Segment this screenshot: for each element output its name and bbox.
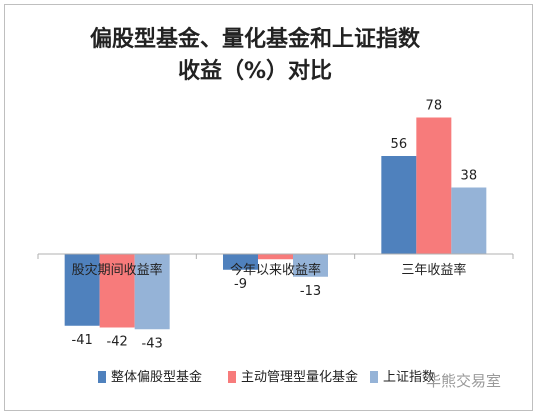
legend-swatch	[228, 371, 236, 383]
watermark-text: 华熊交易室	[426, 372, 501, 390]
legend: 整体偏股型基金 主动管理型量化基金 上证指数	[98, 369, 435, 385]
legend-label: 整体偏股型基金	[111, 369, 202, 385]
chart-title-line-1: 偏股型基金、量化基金和上证指数	[90, 26, 421, 52]
data-label: -9	[234, 277, 247, 292]
data-label: 38	[461, 169, 478, 184]
data-label: -43	[142, 336, 163, 351]
data-labels-group: -41 -42 -43 -9 -13 56 78 38	[72, 99, 478, 352]
chart-title-line-2: 收益（%）对比	[178, 58, 332, 84]
bar-2-cat-1	[99, 254, 135, 328]
bars-group	[64, 117, 487, 330]
category-label: 三年收益率	[401, 262, 466, 278]
data-label: -42	[107, 335, 128, 350]
legend-label: 上证指数	[383, 370, 435, 385]
category-label: 股灾期间收益率	[72, 262, 163, 278]
bar-3-cat-2	[293, 254, 328, 277]
category-label: 今年以来收益率	[230, 262, 321, 278]
category-labels-group: 股灾期间收益率 今年以来收益率 三年收益率	[72, 262, 467, 278]
data-label: -41	[72, 333, 93, 348]
data-label: -13	[300, 284, 321, 299]
legend-swatch	[98, 371, 106, 383]
bar-2-cat-3	[416, 117, 452, 254]
bar-2-cat-2	[258, 254, 293, 260]
bar-1-cat-1	[64, 254, 100, 326]
bar-1-cat-3	[381, 156, 417, 254]
bar-1-cat-2	[223, 254, 258, 270]
data-label: 56	[391, 137, 408, 152]
data-label: 78	[426, 99, 443, 114]
bar-3-cat-1	[134, 254, 170, 330]
legend-swatch	[370, 371, 378, 383]
bar-3-cat-3	[451, 187, 487, 254]
legend-label: 主动管理型量化基金	[241, 369, 358, 385]
